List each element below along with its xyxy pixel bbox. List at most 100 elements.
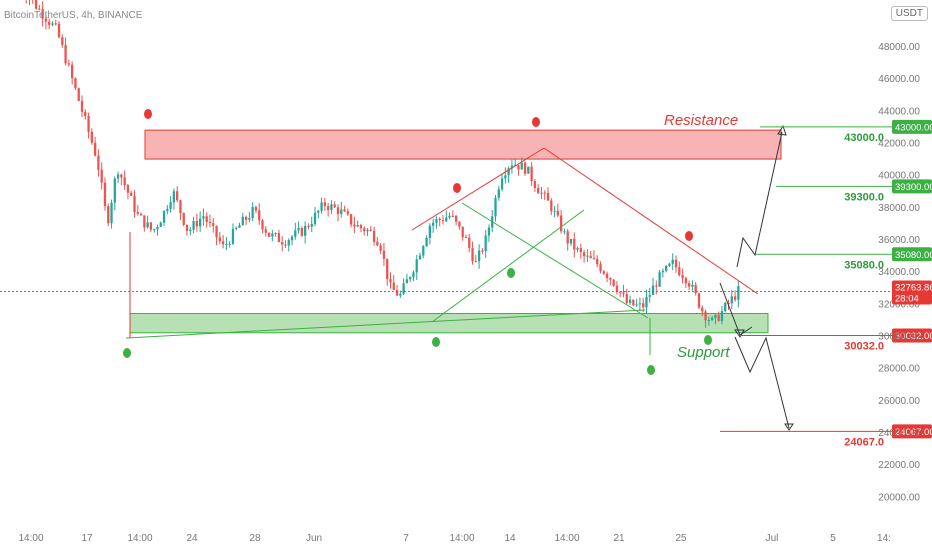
drawings-layer bbox=[0, 109, 892, 431]
price-tick-label: 28000.00 bbox=[878, 364, 920, 375]
candle-body bbox=[136, 212, 139, 214]
candle-body bbox=[651, 285, 655, 295]
candle-body bbox=[182, 212, 185, 225]
time-axis[interactable]: 14:00 17 14:00 24 28 Jun 7 14:00 14 14:00 21 25 Jul 5… bbox=[18, 533, 890, 544]
candle-body bbox=[599, 264, 602, 272]
candle-body bbox=[333, 204, 336, 208]
candle-body bbox=[304, 226, 307, 236]
candle-body bbox=[730, 296, 733, 304]
price-tick-label: 32000.00 bbox=[878, 299, 920, 310]
candle-body bbox=[228, 243, 231, 245]
projection-up bbox=[736, 131, 783, 268]
candle-body bbox=[517, 165, 520, 170]
candle-body bbox=[537, 188, 540, 194]
price-tick-label: 30000.00 bbox=[878, 332, 920, 343]
candle-body bbox=[166, 208, 169, 211]
time-tick-label: 17 bbox=[81, 533, 93, 544]
candle-body bbox=[461, 226, 464, 238]
price-axis[interactable]: 20000.00 22000.00 24000.00 26000.00 28000.00… bbox=[878, 42, 932, 503]
candle-body bbox=[645, 296, 648, 308]
candle-body bbox=[724, 302, 727, 311]
level-label: 24067.0 bbox=[844, 436, 884, 448]
candle-body bbox=[208, 221, 212, 223]
current-price-tag bbox=[892, 280, 932, 305]
time-tick-label: 14: bbox=[877, 533, 891, 544]
candle-body bbox=[497, 189, 500, 198]
candle-body bbox=[717, 314, 720, 321]
time-tick-label: 5 bbox=[830, 533, 836, 544]
candle-body bbox=[533, 181, 537, 189]
candle-body bbox=[261, 220, 264, 230]
candle-body bbox=[48, 21, 51, 25]
candle-body bbox=[451, 215, 454, 217]
candle-body bbox=[162, 210, 166, 223]
candle-body bbox=[422, 246, 425, 256]
candle-body bbox=[504, 175, 507, 179]
candle-body bbox=[356, 225, 359, 227]
green-dot bbox=[647, 365, 655, 375]
candle-body bbox=[704, 311, 707, 321]
candle-body bbox=[248, 218, 251, 220]
candle-body bbox=[471, 247, 474, 262]
price-tick-label: 36000.00 bbox=[878, 235, 920, 246]
price-tick-label: 34000.00 bbox=[878, 267, 920, 278]
candle-body bbox=[697, 293, 701, 308]
zones-layer bbox=[129, 129, 782, 334]
green-dot bbox=[123, 348, 131, 358]
candle-body bbox=[428, 225, 432, 238]
candle-body bbox=[326, 206, 330, 210]
green-dot bbox=[432, 337, 440, 347]
currency-button[interactable]: USDT bbox=[890, 6, 928, 21]
candle-body bbox=[281, 242, 284, 245]
candle-body bbox=[694, 284, 697, 294]
candle-body bbox=[235, 227, 238, 229]
level-label: 43000.0 bbox=[844, 132, 884, 144]
candle-body bbox=[290, 236, 294, 241]
candle-body bbox=[369, 229, 372, 231]
candle-body bbox=[477, 250, 481, 262]
candle-body bbox=[678, 267, 681, 276]
candle-body bbox=[576, 248, 579, 250]
candle-body bbox=[733, 296, 737, 300]
candle-body bbox=[638, 303, 642, 305]
red-dot bbox=[453, 183, 461, 193]
candle-body bbox=[389, 279, 392, 283]
candle-body bbox=[71, 64, 74, 79]
candle-body bbox=[432, 222, 435, 226]
level-price-tag-text: 30032.00 bbox=[895, 331, 932, 342]
candle-body bbox=[438, 219, 441, 221]
candle-body bbox=[100, 169, 103, 183]
candle-body bbox=[642, 303, 645, 308]
candle-body bbox=[392, 282, 395, 290]
candle-body bbox=[582, 252, 586, 257]
candle-body bbox=[379, 245, 382, 251]
candle-body bbox=[34, 0, 38, 9]
candle-body bbox=[681, 275, 684, 279]
candle-body bbox=[530, 166, 533, 182]
candle-body bbox=[425, 237, 428, 247]
candle-body bbox=[189, 229, 192, 231]
candle-body bbox=[110, 202, 113, 224]
candle-body bbox=[202, 216, 205, 219]
candle-body bbox=[317, 210, 320, 213]
price-tick-label: 26000.00 bbox=[878, 396, 920, 407]
candle-body bbox=[274, 233, 277, 235]
time-tick-label: 14:00 bbox=[554, 533, 579, 544]
candle-body bbox=[241, 216, 244, 226]
candle-body bbox=[264, 229, 267, 233]
price-tick-label: 38000.00 bbox=[878, 203, 920, 214]
candle-body bbox=[540, 192, 543, 194]
candle-body bbox=[412, 272, 415, 278]
level-price-tag bbox=[892, 179, 932, 194]
candle-body bbox=[720, 310, 724, 321]
symbol-header: BitcoinTetherUS, 4h, BINANCE bbox=[4, 10, 143, 21]
candle-body bbox=[586, 255, 589, 257]
candle-body bbox=[156, 226, 159, 230]
countdown-text: 28:04 bbox=[895, 294, 919, 305]
candle-body bbox=[149, 222, 153, 230]
price-tick-label: 22000.00 bbox=[878, 460, 920, 471]
candle-body bbox=[487, 227, 491, 236]
candle-body bbox=[458, 221, 461, 227]
support-zone bbox=[129, 312, 769, 334]
